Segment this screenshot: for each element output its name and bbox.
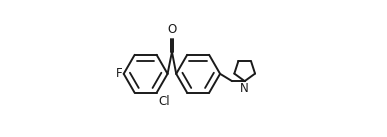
Text: F: F	[115, 67, 122, 80]
Text: Cl: Cl	[158, 95, 170, 108]
Text: N: N	[240, 82, 249, 95]
Text: O: O	[167, 23, 176, 36]
